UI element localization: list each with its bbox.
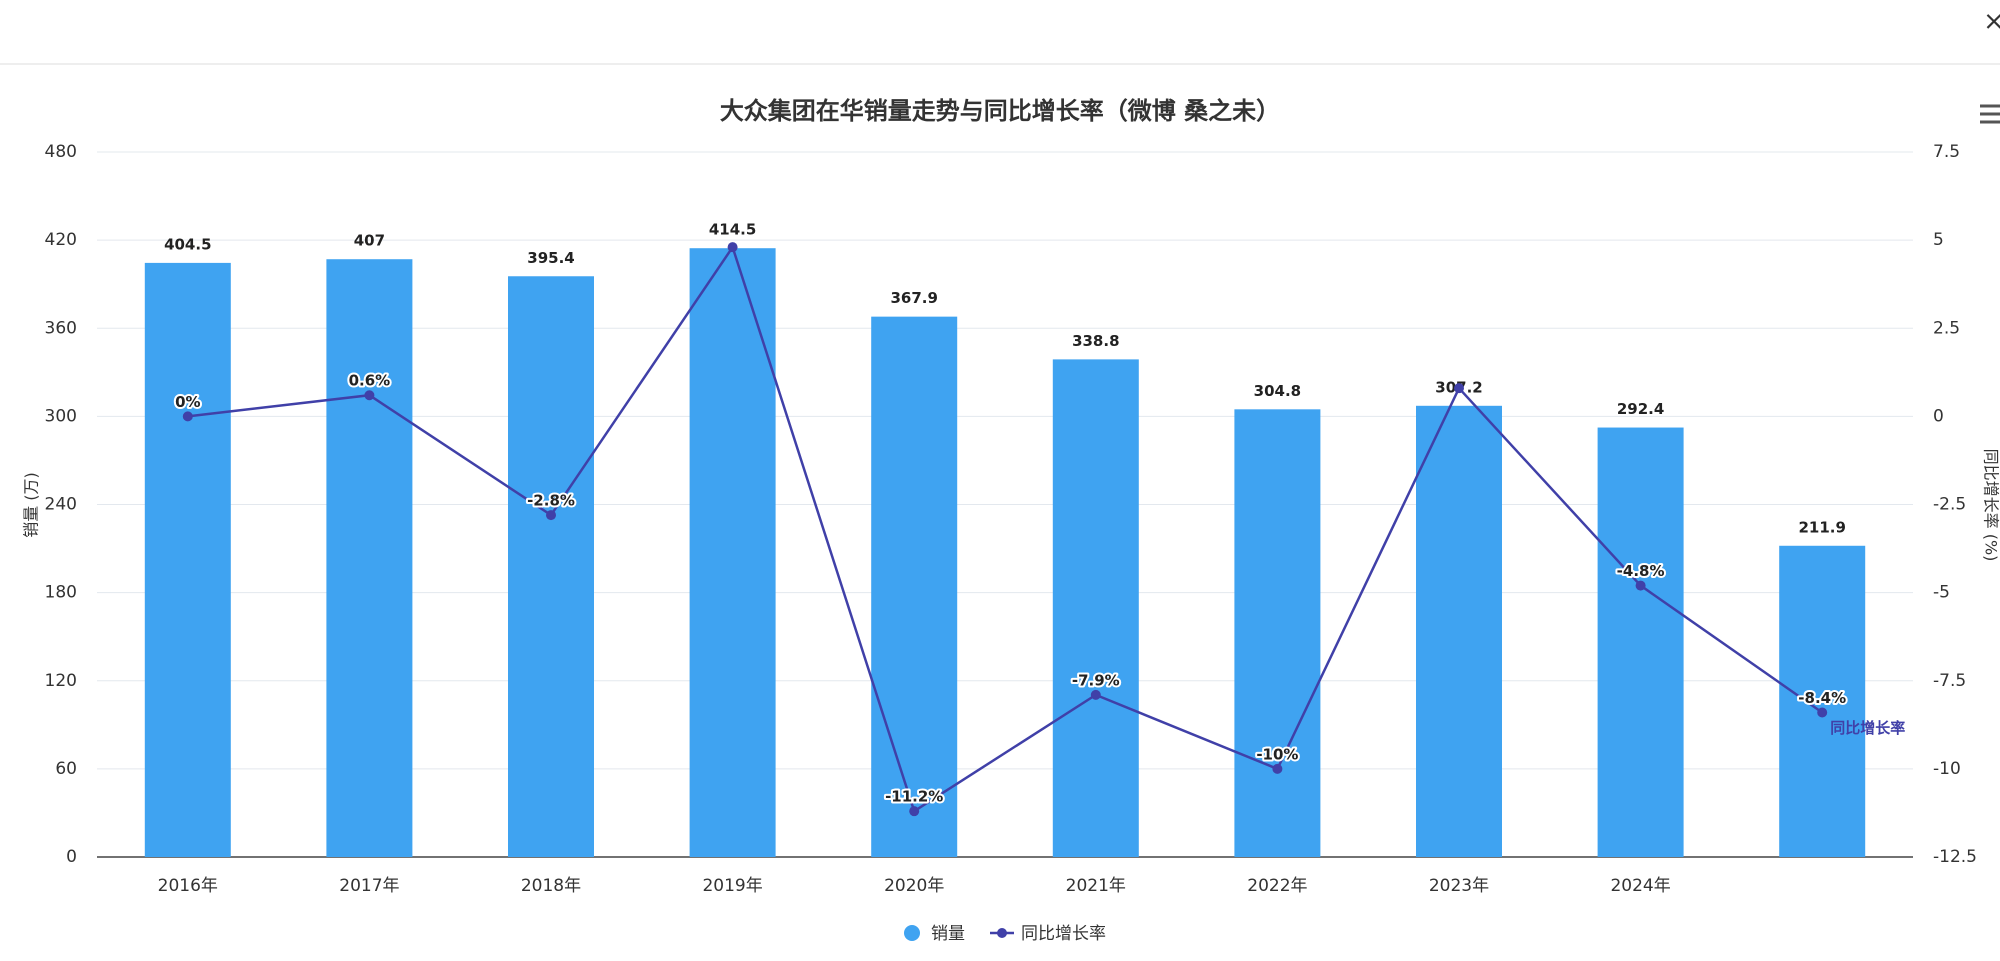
chart-title: 大众集团在华销量走势与同比增长率（微博 桑之未） — [720, 97, 1280, 125]
y-axis-title: 销量 (万) — [22, 472, 41, 538]
x-tick-label: 2024年 — [1610, 876, 1670, 896]
x-tick-label: 2019年 — [702, 876, 762, 896]
bar — [1416, 405, 1502, 857]
legend-marker — [904, 925, 920, 941]
bar — [871, 316, 958, 858]
y2-tick-label: -10 — [1933, 759, 1961, 779]
y2-tick-label: 7.5 — [1933, 142, 1960, 162]
y2-tick-label: -7.5 — [1933, 671, 1966, 691]
bar — [1052, 359, 1139, 857]
line-value-label: -10% — [1256, 745, 1298, 763]
bar — [144, 262, 231, 857]
bar — [508, 276, 594, 858]
line-value-label: -4.8% — [1617, 562, 1665, 580]
bar-value-label: 211.9 — [1798, 518, 1845, 536]
y-tick-label: 480 — [45, 142, 77, 162]
x-tick-label: 2022年 — [1247, 876, 1307, 896]
line-value-label: -7.9% — [1072, 671, 1120, 689]
bar — [1234, 409, 1321, 857]
x-tick-label: 2020年 — [884, 876, 944, 896]
line-point — [1090, 689, 1101, 700]
y2-tick-label: -5 — [1933, 583, 1950, 603]
close-icon[interactable]: × — [1983, 7, 2000, 37]
line-point — [1817, 707, 1828, 718]
bar — [1779, 545, 1866, 857]
x-tick-label: 2018年 — [521, 876, 581, 896]
line-point — [909, 806, 920, 817]
line-point — [182, 411, 193, 422]
y-tick-label: 0 — [66, 847, 77, 867]
bar-value-label: 414.5 — [709, 221, 756, 239]
bar-value-label: 338.8 — [1072, 332, 1119, 350]
x-tick-label: 2016年 — [158, 876, 218, 896]
bar-value-label: 367.9 — [890, 289, 937, 307]
legend-marker — [997, 928, 1007, 938]
bar-value-label: 292.4 — [1617, 400, 1664, 418]
line-point — [1454, 383, 1464, 394]
y-tick-label: 300 — [45, 406, 77, 426]
line-value-label: -2.8% — [527, 492, 575, 510]
y2-tick-label: -12.5 — [1933, 847, 1977, 867]
line-value-label: -11.2% — [885, 788, 943, 806]
y-tick-label: 120 — [45, 671, 77, 691]
bar-value-label: 407 — [354, 232, 385, 250]
y-tick-label: 420 — [45, 230, 77, 250]
y-tick-label: 360 — [45, 318, 77, 338]
x-tick-label: 2021年 — [1066, 876, 1126, 896]
y-tick-label: 180 — [45, 583, 77, 603]
legend-label: 同比增长率 — [1021, 924, 1106, 944]
y2-tick-label: 0 — [1933, 406, 1944, 426]
line-value-label: 0.6% — [349, 372, 391, 390]
bar — [689, 248, 776, 857]
x-tick-label: 2023年 — [1429, 876, 1489, 896]
x-tick-label: 2017年 — [339, 876, 399, 896]
line-value-label: -8.4% — [1798, 689, 1846, 707]
y-tick-label: 60 — [55, 759, 77, 779]
y2-tick-label: 5 — [1933, 230, 1944, 250]
y2-axis-title: 同比增长率 (%) — [1982, 449, 2000, 562]
y-tick-label: 240 — [45, 495, 77, 515]
line-point — [1635, 580, 1646, 591]
bar — [326, 259, 413, 857]
bar-value-label: 404.5 — [164, 235, 211, 253]
bar — [1597, 427, 1684, 857]
y2-tick-label: -2.5 — [1933, 495, 1966, 515]
bar-value-label: 304.8 — [1254, 382, 1301, 400]
line-point — [1272, 763, 1283, 774]
line-point — [364, 390, 375, 401]
line-point — [546, 510, 556, 521]
line-value-label: 0% — [175, 393, 200, 411]
legend-label: 销量 — [931, 924, 965, 944]
series-end-label: 同比增长率 — [1830, 719, 1905, 737]
bar-value-label: 395.4 — [527, 249, 574, 267]
y2-tick-label: 2.5 — [1933, 318, 1960, 338]
line — [187, 244, 1823, 814]
menu-icon[interactable] — [1980, 104, 2000, 124]
line-point — [727, 242, 738, 253]
